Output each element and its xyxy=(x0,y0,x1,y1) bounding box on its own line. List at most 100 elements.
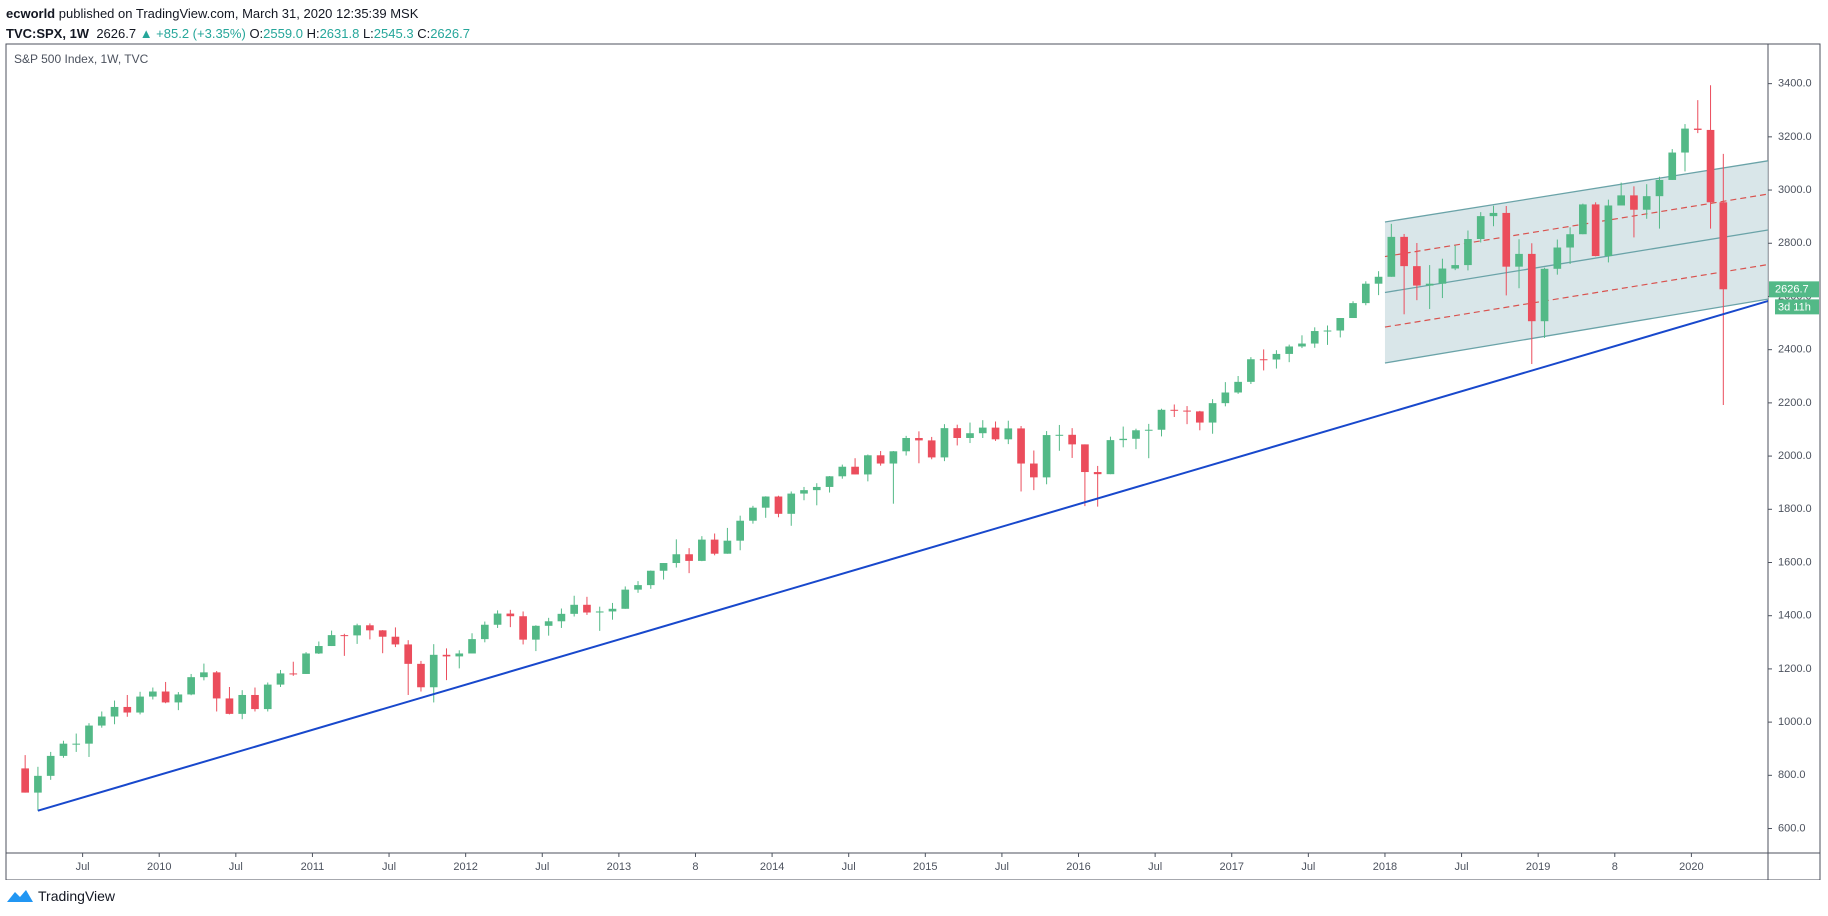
candle-body xyxy=(1719,202,1728,290)
candle-body xyxy=(838,466,847,477)
candle-body xyxy=(136,696,144,713)
candle-body xyxy=(646,570,655,586)
candle-body xyxy=(1387,236,1396,277)
y-tick-label: 2000.0 xyxy=(1778,450,1812,462)
candle-body xyxy=(353,625,361,636)
candle-body xyxy=(21,768,29,793)
y-tick-label: 1800.0 xyxy=(1778,503,1812,515)
candle-body xyxy=(149,691,157,697)
candle-body xyxy=(1221,392,1230,404)
ohlc-value: 2631.8 xyxy=(319,26,360,41)
countdown: 3d 11h xyxy=(1778,301,1811,313)
x-tick-label: 8 xyxy=(1612,861,1618,873)
x-tick-label: Jul xyxy=(535,861,549,873)
candle-body xyxy=(570,604,579,614)
candle-body xyxy=(915,437,923,441)
candle-body xyxy=(187,677,195,695)
x-tick-label: 2018 xyxy=(1373,861,1397,873)
candle-body xyxy=(1272,353,1281,360)
candle-body xyxy=(1374,276,1383,284)
candle-body xyxy=(876,455,885,464)
candle-body xyxy=(825,476,834,487)
candle-body xyxy=(174,694,183,703)
candle-body xyxy=(302,653,310,674)
candle-body xyxy=(366,625,374,631)
candle-body xyxy=(927,440,936,458)
candle-body xyxy=(1234,381,1242,393)
candle-body xyxy=(851,466,859,475)
y-tick-label: 2200.0 xyxy=(1778,397,1812,409)
candle-body xyxy=(404,644,413,664)
brand: TradingView xyxy=(38,888,116,904)
candle-body xyxy=(468,639,476,654)
candle-body xyxy=(1183,410,1191,412)
candle-body xyxy=(391,636,400,645)
candle-body xyxy=(1030,463,1038,478)
candle-body xyxy=(340,635,349,637)
candle-body xyxy=(761,496,770,508)
candle-body xyxy=(455,653,464,657)
y-tick-label: 2800.0 xyxy=(1778,237,1812,249)
candle-body xyxy=(72,743,81,745)
candle-body xyxy=(1553,247,1562,269)
candle-body xyxy=(953,428,962,438)
x-tick-label: Jul xyxy=(1148,861,1162,873)
candle-body xyxy=(749,507,757,521)
candle-body xyxy=(723,540,732,554)
candle-body xyxy=(991,427,1000,440)
candle-body xyxy=(787,493,796,514)
candle-body xyxy=(1693,128,1702,130)
candle-body xyxy=(532,625,540,640)
quote-line: TVC:SPX, 1W 2626.7 ▲ +85.2 (+3.35%) O:25… xyxy=(6,24,470,44)
candle-body xyxy=(1502,212,1511,267)
publish-line: ecworld published on TradingView.com, Ma… xyxy=(6,4,470,24)
candle-body xyxy=(263,684,272,710)
chart-title: S&P 500 Index, 1W, TVC xyxy=(14,52,149,66)
last-price-label: 2626.7 xyxy=(1775,283,1809,295)
candle-body xyxy=(59,743,68,756)
x-tick-label: Jul xyxy=(995,861,1009,873)
candle-body xyxy=(864,455,872,475)
candle-body xyxy=(1476,216,1485,240)
candle-body xyxy=(774,496,783,514)
ohlc-label: L: xyxy=(362,26,374,41)
candle-body xyxy=(417,663,425,688)
ohlc-label: H: xyxy=(306,26,320,41)
y-tick-label: 600.0 xyxy=(1778,822,1806,834)
candle-body xyxy=(1515,253,1523,267)
candle-body xyxy=(736,520,744,541)
symbol: TVC:SPX, 1W xyxy=(6,26,90,41)
x-tick-label: Jul xyxy=(76,861,90,873)
candle-body xyxy=(583,604,591,613)
candle-body xyxy=(276,673,285,685)
candle-body xyxy=(480,624,489,640)
candle-body xyxy=(1081,444,1089,473)
channel-line xyxy=(1384,298,1768,364)
candle-body xyxy=(34,775,42,793)
candle-body xyxy=(1247,359,1255,382)
candle-body xyxy=(1336,318,1345,331)
candle-body xyxy=(1591,204,1600,257)
x-tick-label: 2011 xyxy=(301,861,325,873)
candle-body xyxy=(1259,359,1268,361)
candle-body xyxy=(1017,428,1025,464)
channel-fill xyxy=(1384,160,1768,363)
candle-body xyxy=(1106,440,1115,475)
candle-body xyxy=(1642,196,1651,210)
candle-body xyxy=(800,490,808,494)
candle-body xyxy=(314,646,323,654)
candle-body xyxy=(1706,129,1715,203)
ohlc-value: 2626.7 xyxy=(430,26,470,41)
candle-body xyxy=(621,589,630,609)
candle-body xyxy=(1119,438,1128,441)
candle-body xyxy=(902,437,910,452)
candle-body xyxy=(200,672,208,678)
ohlc: O:2559.0 H:2631.8 L:2545.3 C:2626.7 xyxy=(249,26,470,41)
ohlc-value: 2559.0 xyxy=(263,26,303,41)
logo xyxy=(7,890,33,902)
candle-body xyxy=(812,486,821,491)
chart-frame xyxy=(5,43,1821,880)
header: ecworld published on TradingView.com, Ma… xyxy=(6,4,470,44)
x-tick-label: 2010 xyxy=(147,861,171,873)
channel-dashed-line xyxy=(1384,263,1768,328)
